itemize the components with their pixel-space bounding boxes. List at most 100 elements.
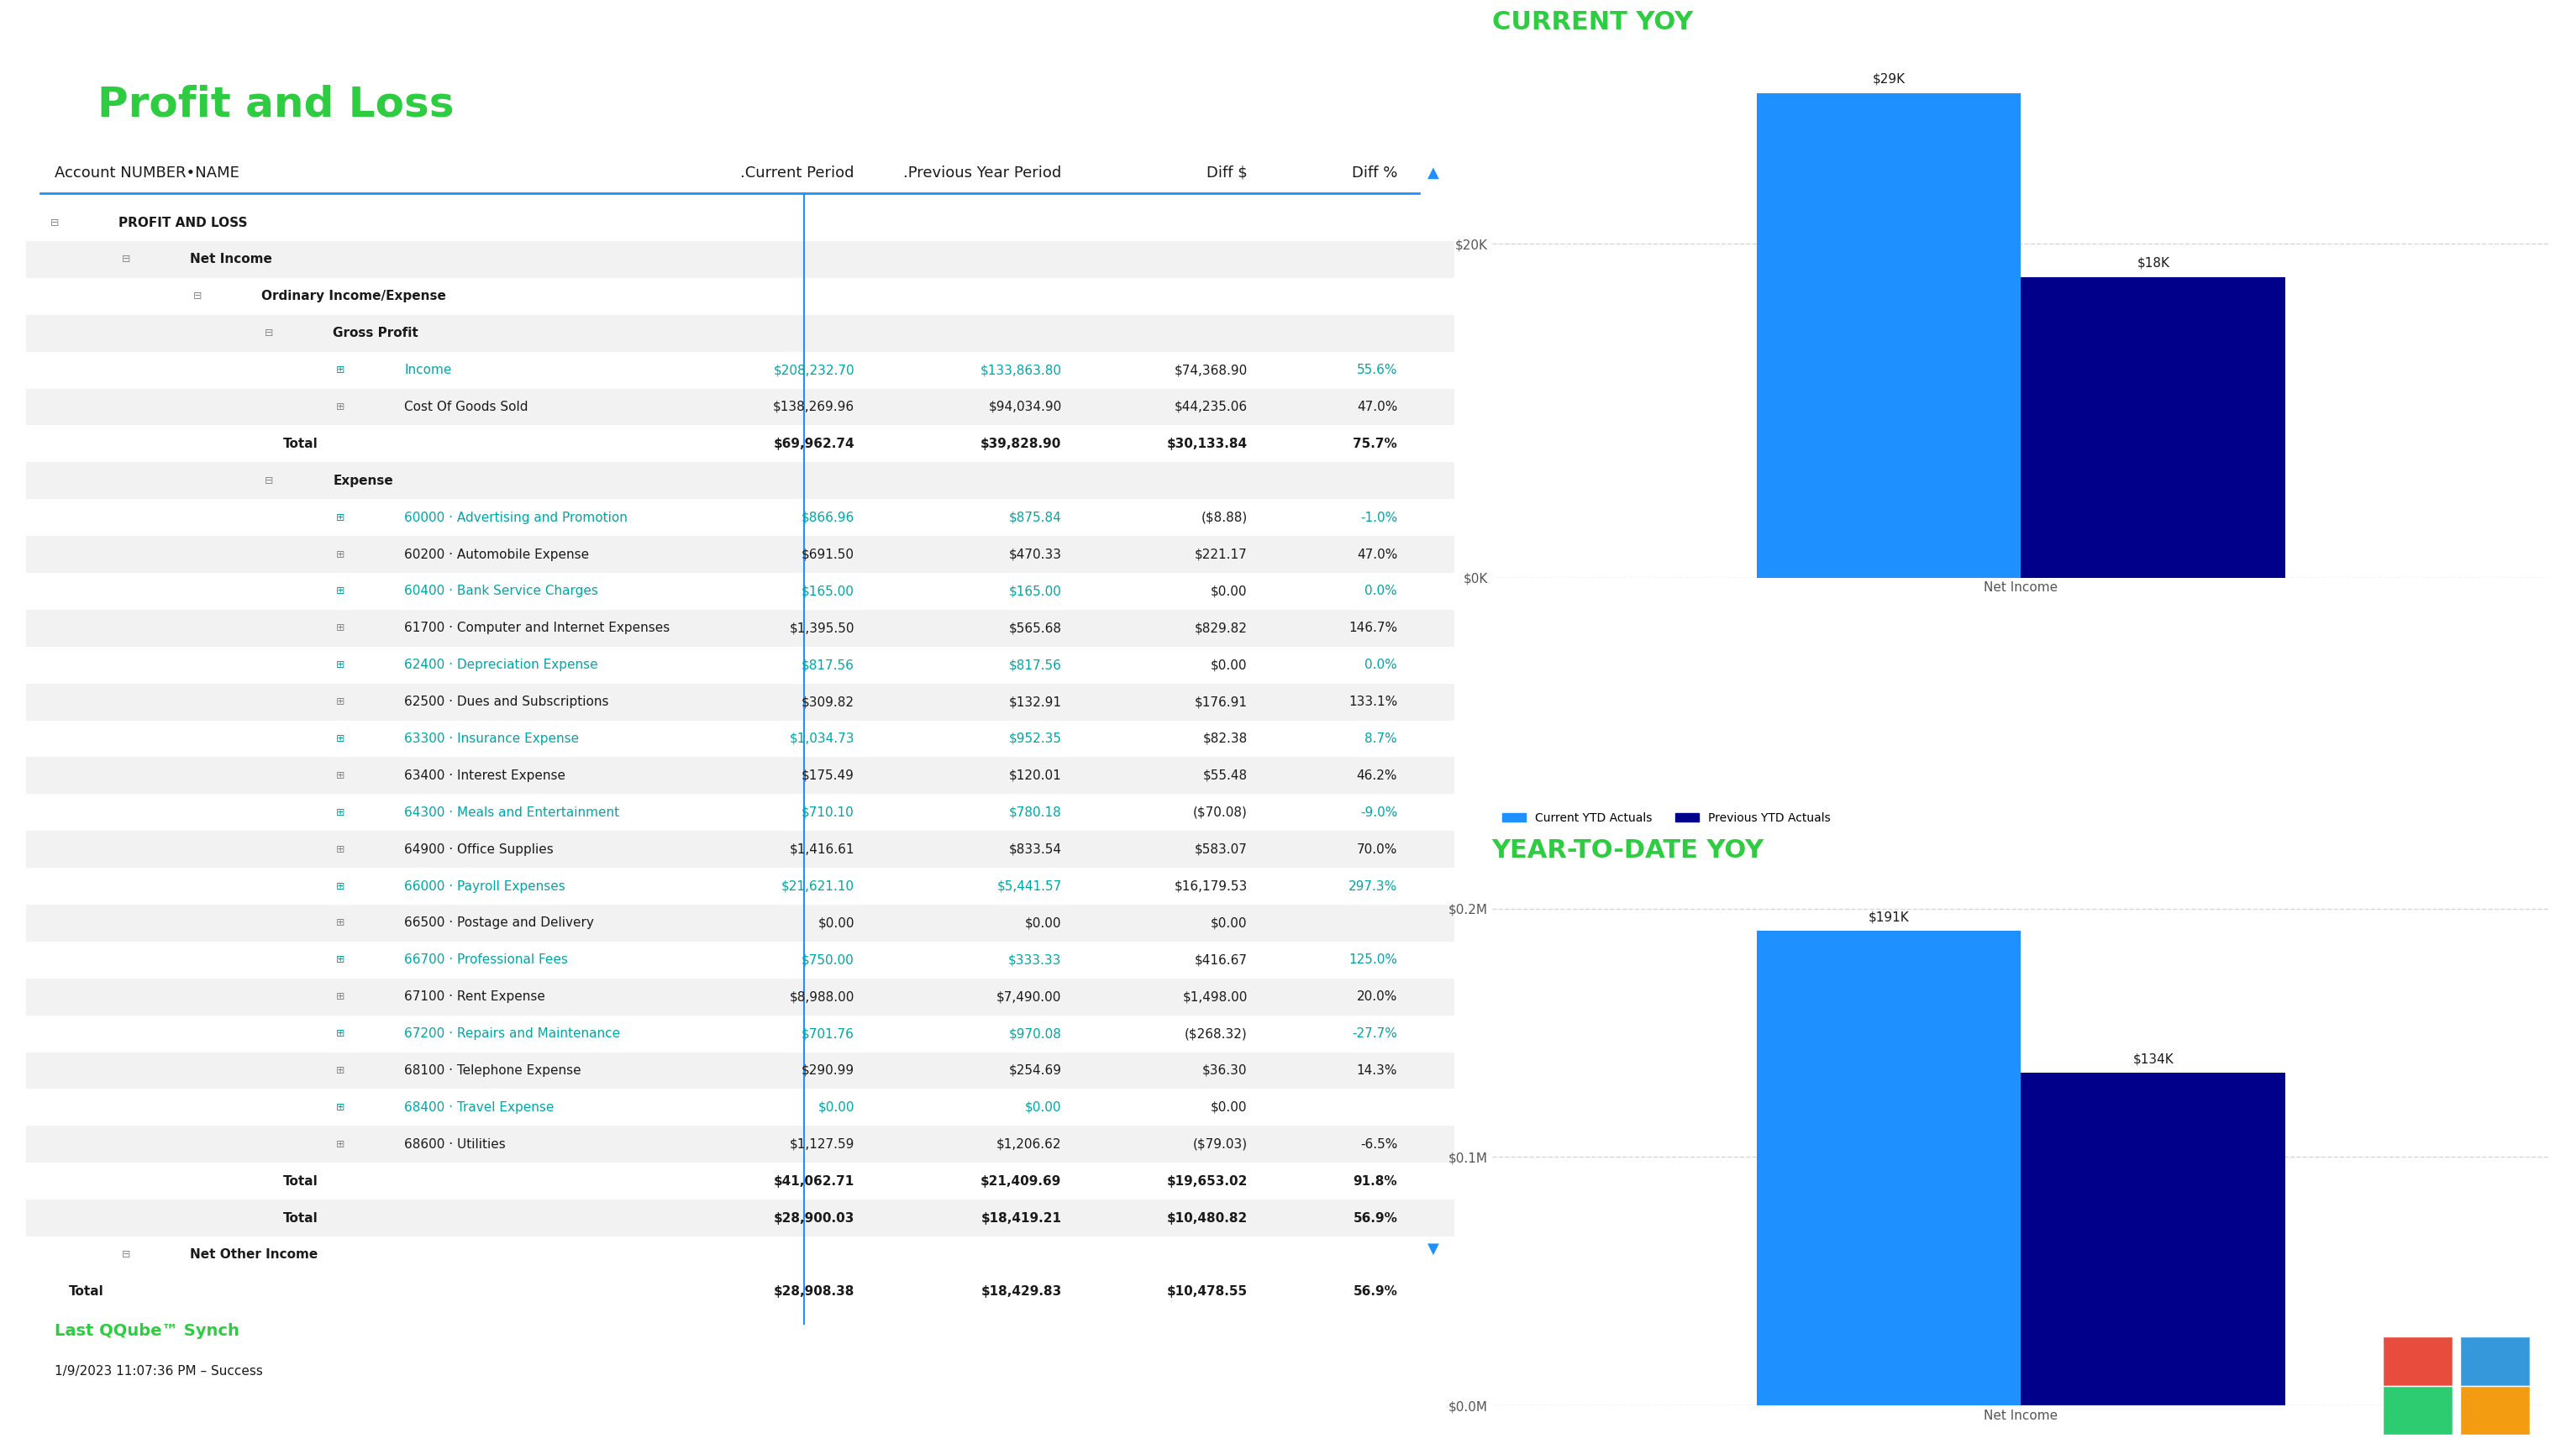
Text: 125.0%: 125.0% xyxy=(1350,953,1396,966)
Text: 133.1%: 133.1% xyxy=(1347,696,1396,709)
Text: ⊞: ⊞ xyxy=(335,733,345,745)
Text: 66500 · Postage and Delivery: 66500 · Postage and Delivery xyxy=(404,917,595,929)
Text: $1,034.73: $1,034.73 xyxy=(788,732,855,745)
Text: ⊟: ⊟ xyxy=(265,327,273,339)
Text: $952.35: $952.35 xyxy=(1010,732,1061,745)
Text: 66000 · Payroll Expenses: 66000 · Payroll Expenses xyxy=(404,880,567,893)
Text: 63400 · Interest Expense: 63400 · Interest Expense xyxy=(404,769,567,782)
FancyBboxPatch shape xyxy=(26,1126,1455,1162)
Text: Diff %: Diff % xyxy=(1352,165,1396,181)
Text: 68400 · Travel Expense: 68400 · Travel Expense xyxy=(404,1101,554,1114)
Text: ($268.32): ($268.32) xyxy=(1185,1027,1247,1040)
Text: ⊞: ⊞ xyxy=(335,549,345,559)
FancyBboxPatch shape xyxy=(26,536,1455,572)
Bar xyxy=(1757,94,2022,578)
Text: 0.0%: 0.0% xyxy=(1365,659,1396,671)
Bar xyxy=(2022,1072,2285,1406)
Text: $191K: $191K xyxy=(1868,911,1909,923)
Text: 60000 · Advertising and Promotion: 60000 · Advertising and Promotion xyxy=(404,511,629,525)
Text: $0.00: $0.00 xyxy=(819,917,855,929)
FancyBboxPatch shape xyxy=(26,758,1455,794)
Text: 68100 · Telephone Expense: 68100 · Telephone Expense xyxy=(404,1064,582,1077)
Text: $309.82: $309.82 xyxy=(801,696,855,709)
Text: $1,498.00: $1,498.00 xyxy=(1182,991,1247,1003)
Text: 55.6%: 55.6% xyxy=(1358,364,1396,377)
Legend: Current YTD Actuals, Previous YTD Actuals: Current YTD Actuals, Previous YTD Actual… xyxy=(1497,807,1834,829)
FancyBboxPatch shape xyxy=(2460,1336,2530,1385)
Text: $0.00: $0.00 xyxy=(1211,1101,1247,1114)
Text: $134K: $134K xyxy=(2133,1052,2174,1065)
Text: YEAR-TO-DATE YOY: YEAR-TO-DATE YOY xyxy=(1492,838,1765,862)
Text: -9.0%: -9.0% xyxy=(1360,806,1396,819)
Text: CURRENT YOY: CURRENT YOY xyxy=(1492,10,1692,35)
Text: $18K: $18K xyxy=(2138,256,2169,270)
Text: $175.49: $175.49 xyxy=(801,769,855,782)
FancyBboxPatch shape xyxy=(2383,1385,2452,1435)
Text: ⊞: ⊞ xyxy=(335,955,345,965)
Text: ▲: ▲ xyxy=(1427,165,1440,181)
FancyBboxPatch shape xyxy=(2383,1336,2452,1385)
FancyBboxPatch shape xyxy=(26,1052,1455,1090)
Text: 60200 · Automobile Expense: 60200 · Automobile Expense xyxy=(404,548,590,561)
Text: Income: Income xyxy=(404,364,451,377)
Text: $750.00: $750.00 xyxy=(801,953,855,966)
Text: Account NUMBER•NAME: Account NUMBER•NAME xyxy=(54,165,240,181)
Text: $0.00: $0.00 xyxy=(1211,917,1247,929)
Text: $7,490.00: $7,490.00 xyxy=(997,991,1061,1003)
Text: $16,179.53: $16,179.53 xyxy=(1175,880,1247,893)
Bar xyxy=(1757,932,2022,1406)
Text: ⊞: ⊞ xyxy=(335,585,345,597)
Text: 64900 · Office Supplies: 64900 · Office Supplies xyxy=(404,843,554,856)
FancyBboxPatch shape xyxy=(2460,1385,2530,1435)
Text: $19,653.02: $19,653.02 xyxy=(1167,1175,1247,1187)
FancyBboxPatch shape xyxy=(26,794,1455,830)
Text: $29K: $29K xyxy=(1873,72,1906,85)
Text: 1/9/2023 11:07:36 PM – Success: 1/9/2023 11:07:36 PM – Success xyxy=(54,1365,263,1378)
Text: $254.69: $254.69 xyxy=(1010,1064,1061,1077)
Text: 47.0%: 47.0% xyxy=(1358,548,1396,561)
Text: Net Other Income: Net Other Income xyxy=(191,1249,317,1261)
Text: $0.00: $0.00 xyxy=(819,1101,855,1114)
Text: $0.00: $0.00 xyxy=(1025,1101,1061,1114)
Text: Cost Of Goods Sold: Cost Of Goods Sold xyxy=(404,401,528,413)
Text: ⊞: ⊞ xyxy=(335,881,345,891)
Text: 91.8%: 91.8% xyxy=(1352,1175,1396,1187)
Text: $701.76: $701.76 xyxy=(801,1027,855,1040)
Text: $176.91: $176.91 xyxy=(1195,696,1247,709)
Text: $0.00: $0.00 xyxy=(1211,585,1247,597)
Text: $69,962.74: $69,962.74 xyxy=(773,438,855,451)
Text: $132.91: $132.91 xyxy=(1010,696,1061,709)
FancyBboxPatch shape xyxy=(26,942,1455,978)
Text: ⊞: ⊞ xyxy=(335,697,345,707)
FancyBboxPatch shape xyxy=(26,388,1455,426)
Text: $120.01: $120.01 xyxy=(1010,769,1061,782)
FancyBboxPatch shape xyxy=(26,426,1455,462)
Text: $583.07: $583.07 xyxy=(1195,843,1247,856)
FancyBboxPatch shape xyxy=(26,868,1455,904)
Text: $74,368.90: $74,368.90 xyxy=(1175,364,1247,377)
Text: $30,133.84: $30,133.84 xyxy=(1167,438,1247,451)
Text: $710.10: $710.10 xyxy=(801,806,855,819)
FancyBboxPatch shape xyxy=(26,498,1455,536)
Text: ⊟: ⊟ xyxy=(121,254,131,265)
Text: 146.7%: 146.7% xyxy=(1350,622,1396,635)
Text: $8,988.00: $8,988.00 xyxy=(788,991,855,1003)
Text: $416.67: $416.67 xyxy=(1195,953,1247,966)
Text: ⊟: ⊟ xyxy=(193,291,201,301)
Text: Last QQube™ Synch: Last QQube™ Synch xyxy=(54,1323,240,1339)
Text: $55.48: $55.48 xyxy=(1203,769,1247,782)
FancyBboxPatch shape xyxy=(26,241,1455,278)
Text: 66700 · Professional Fees: 66700 · Professional Fees xyxy=(404,953,569,966)
Text: ⊟: ⊟ xyxy=(121,1249,131,1261)
Text: $208,232.70: $208,232.70 xyxy=(773,364,855,377)
Text: $1,416.61: $1,416.61 xyxy=(788,843,855,856)
Text: 63300 · Insurance Expense: 63300 · Insurance Expense xyxy=(404,732,580,745)
Text: 62500 · Dues and Subscriptions: 62500 · Dues and Subscriptions xyxy=(404,696,608,709)
Text: $290.99: $290.99 xyxy=(801,1064,855,1077)
Text: 64300 · Meals and Entertainment: 64300 · Meals and Entertainment xyxy=(404,806,621,819)
Text: ⊞: ⊞ xyxy=(335,401,345,413)
Bar xyxy=(2022,277,2285,578)
Text: 61700 · Computer and Internet Expenses: 61700 · Computer and Internet Expenses xyxy=(404,622,670,635)
Text: $36.30: $36.30 xyxy=(1203,1064,1247,1077)
Text: Profit and Loss: Profit and Loss xyxy=(98,84,453,125)
